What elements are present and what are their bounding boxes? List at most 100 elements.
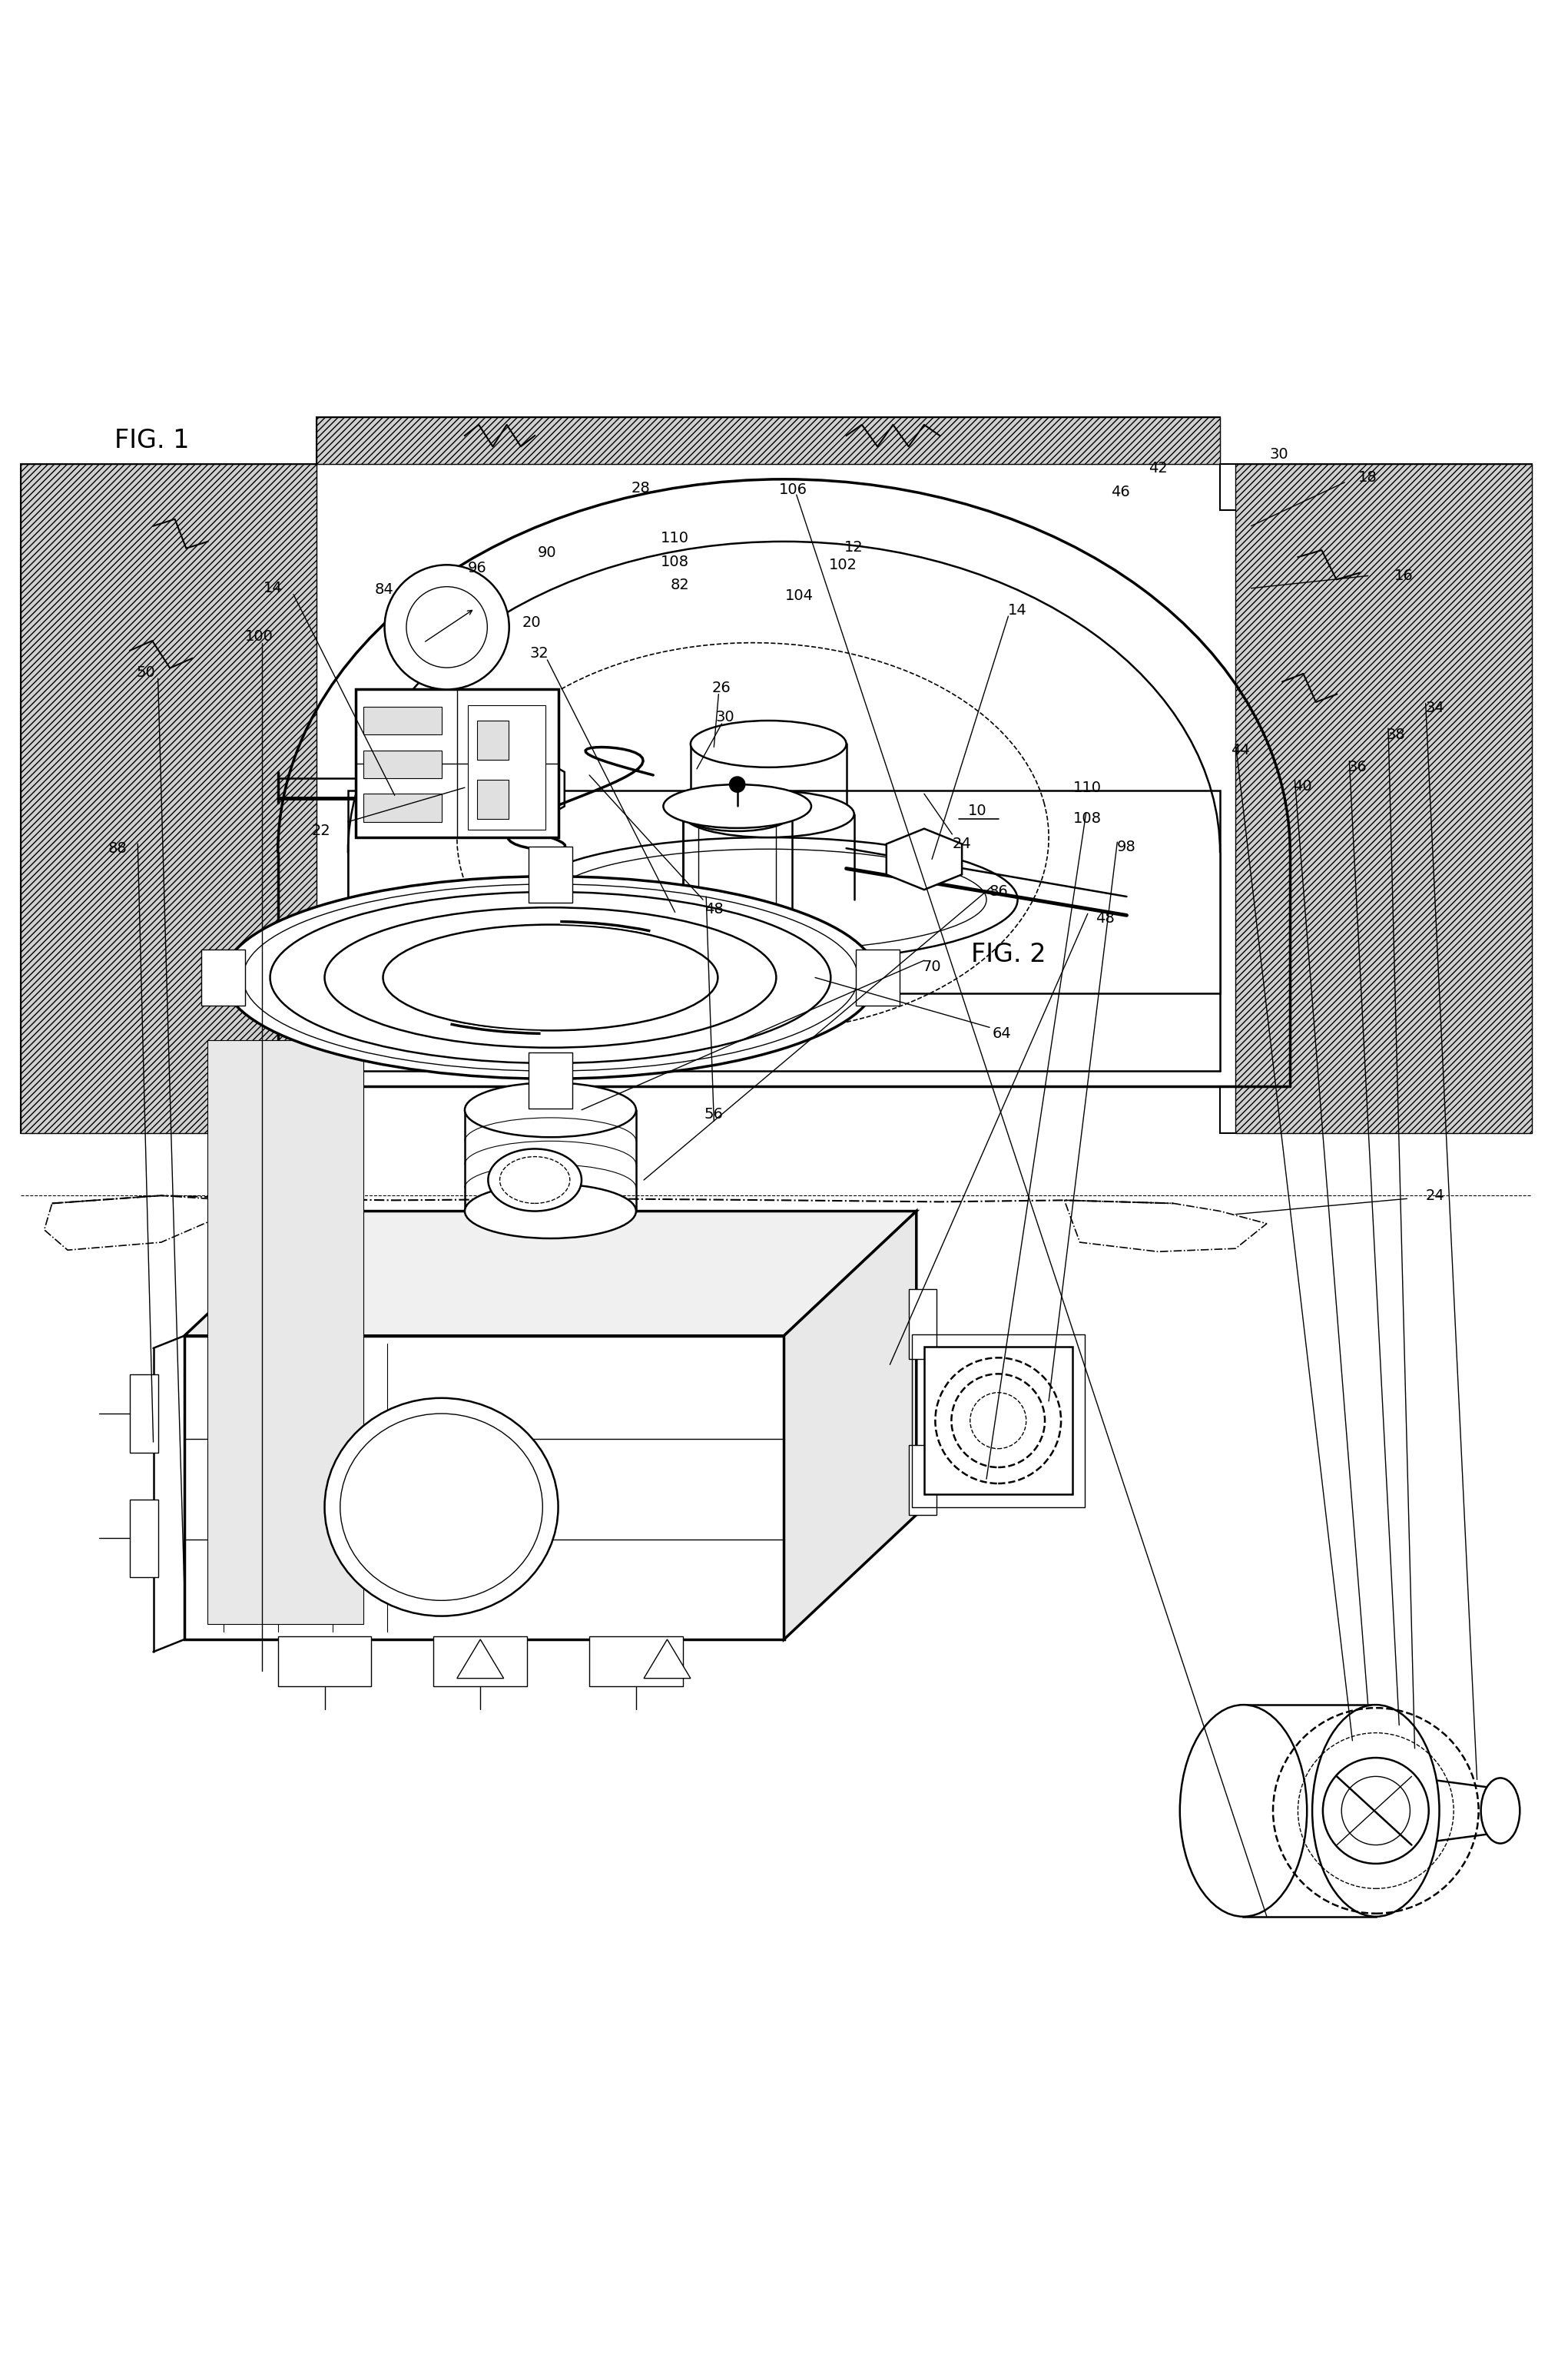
Polygon shape [185, 1211, 916, 1336]
Polygon shape [784, 1211, 916, 1640]
Bar [20, 463, 317, 1133]
Ellipse shape [690, 720, 847, 767]
Text: 106: 106 [779, 484, 808, 498]
Ellipse shape [270, 892, 831, 1064]
Ellipse shape [500, 1156, 569, 1204]
Ellipse shape [340, 1414, 543, 1600]
Text: 28: 28 [632, 481, 651, 496]
Text: 24: 24 [1425, 1189, 1444, 1204]
Ellipse shape [663, 784, 811, 828]
Ellipse shape [682, 791, 855, 838]
Ellipse shape [383, 925, 718, 1031]
Text: 98: 98 [1116, 840, 1137, 854]
Text: FIG. 2: FIG. 2 [971, 942, 1046, 968]
Text: 70: 70 [922, 961, 941, 975]
Text: 44: 44 [1231, 743, 1250, 758]
Polygon shape [505, 755, 564, 824]
Text: 14: 14 [1008, 602, 1027, 618]
Ellipse shape [519, 838, 1018, 963]
Bar [356, 689, 558, 838]
Text: 36: 36 [1347, 760, 1367, 774]
Text: 88: 88 [108, 840, 127, 857]
Bar [209, 1041, 364, 1624]
Ellipse shape [1480, 1777, 1519, 1843]
Ellipse shape [325, 909, 776, 1048]
Bar [528, 847, 572, 904]
Circle shape [729, 776, 745, 793]
Bar [477, 779, 508, 819]
Text: 10: 10 [967, 805, 986, 819]
Bar [908, 1444, 936, 1515]
Ellipse shape [1312, 1704, 1439, 1916]
Ellipse shape [464, 1185, 637, 1239]
Text: 84: 84 [375, 583, 394, 597]
Bar [477, 720, 508, 760]
Bar [467, 706, 546, 831]
Polygon shape [1220, 463, 1532, 1133]
Bar [364, 706, 441, 734]
Ellipse shape [464, 1083, 637, 1138]
Polygon shape [644, 1640, 690, 1678]
Circle shape [952, 1374, 1044, 1468]
Bar [590, 1635, 682, 1685]
Text: 26: 26 [712, 680, 731, 696]
Ellipse shape [682, 798, 792, 831]
Polygon shape [44, 1197, 254, 1251]
Bar [528, 1053, 572, 1109]
Ellipse shape [325, 1397, 558, 1617]
Text: 108: 108 [1074, 812, 1102, 826]
Text: 16: 16 [1394, 569, 1413, 583]
Text: 90: 90 [538, 545, 557, 559]
Bar [911, 1333, 1085, 1508]
Polygon shape [1243, 1704, 1375, 1916]
Text: 34: 34 [1425, 701, 1444, 715]
Text: 18: 18 [1358, 470, 1378, 484]
Bar [434, 1635, 527, 1685]
Bar [364, 750, 441, 779]
Circle shape [406, 588, 488, 668]
Text: 96: 96 [467, 562, 486, 576]
Polygon shape [185, 1336, 784, 1640]
Ellipse shape [1179, 1704, 1308, 1916]
Circle shape [971, 1392, 1025, 1449]
Text: 48: 48 [1096, 911, 1115, 925]
Circle shape [384, 564, 510, 689]
Text: 38: 38 [1386, 727, 1405, 741]
Polygon shape [317, 418, 1220, 463]
Bar [130, 1374, 158, 1451]
Polygon shape [924, 1348, 1073, 1494]
Text: 46: 46 [1110, 484, 1131, 498]
Text: 48: 48 [704, 902, 723, 916]
Polygon shape [886, 828, 961, 890]
Text: 40: 40 [1294, 779, 1312, 793]
Ellipse shape [682, 913, 792, 949]
Bar [202, 949, 245, 1005]
Text: 104: 104 [786, 588, 814, 604]
Ellipse shape [550, 850, 986, 951]
Text: 50: 50 [136, 666, 155, 680]
Ellipse shape [488, 1149, 582, 1211]
Bar [364, 793, 441, 821]
Text: 102: 102 [829, 557, 858, 571]
Bar [130, 1499, 158, 1576]
Text: FIG. 1: FIG. 1 [114, 427, 190, 453]
Text: 64: 64 [993, 1027, 1011, 1041]
Text: 22: 22 [312, 824, 331, 838]
Bar [856, 949, 898, 1005]
Text: 56: 56 [704, 1107, 723, 1121]
Bar [317, 418, 1220, 463]
Bar [278, 1635, 372, 1685]
Text: 82: 82 [670, 578, 690, 592]
Text: 14: 14 [263, 581, 282, 595]
Bar [1236, 463, 1532, 1133]
Ellipse shape [243, 885, 858, 1071]
Text: 30: 30 [715, 710, 734, 725]
Text: 32: 32 [530, 647, 549, 661]
Text: 108: 108 [660, 555, 690, 569]
Polygon shape [456, 1640, 503, 1678]
Ellipse shape [935, 1357, 1062, 1484]
Text: 100: 100 [245, 630, 273, 644]
Text: 110: 110 [660, 531, 690, 545]
Polygon shape [1065, 1201, 1267, 1251]
Polygon shape [20, 463, 317, 1133]
